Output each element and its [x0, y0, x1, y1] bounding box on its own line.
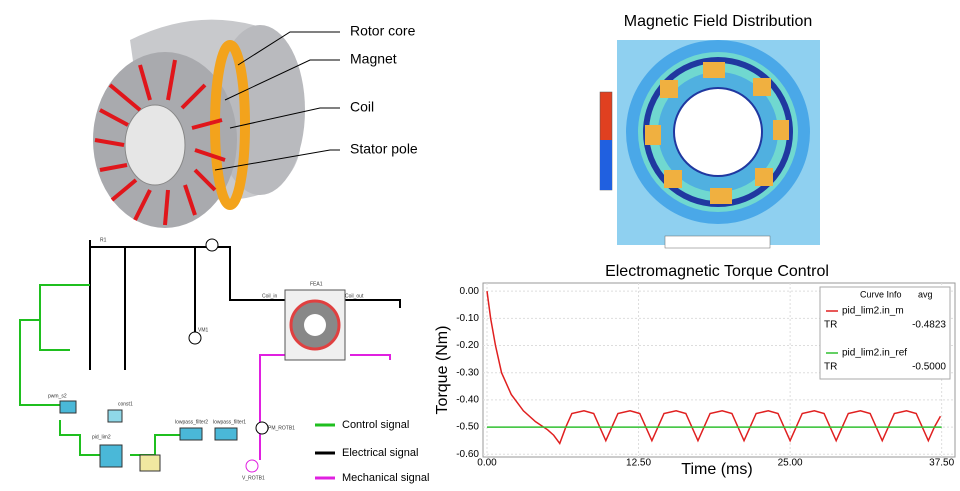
- y-tick-label: -0.20: [456, 340, 479, 351]
- y-tick-label: -0.10: [456, 313, 479, 324]
- legend-label: Mechanical signal: [342, 472, 429, 484]
- y-tick-label: -0.40: [456, 395, 479, 406]
- y-tick-label: 0.00: [460, 286, 480, 297]
- component-label: VM1: [198, 327, 209, 333]
- legend-header: Curve Info: [860, 289, 902, 299]
- callout-label: Rotor core: [350, 23, 416, 39]
- callout-label: Magnet: [350, 51, 397, 67]
- legend-source: TR: [824, 320, 837, 331]
- component-label: V_ROTB1: [242, 475, 265, 481]
- y-tick-label: -0.50: [456, 422, 479, 433]
- component-label: Coil_in: [262, 293, 278, 299]
- y-tick-label: -0.60: [456, 449, 479, 460]
- motor-illustration: [93, 19, 340, 228]
- legend-header: avg: [918, 289, 933, 299]
- legend-label: Control signal: [342, 419, 409, 431]
- x-tick-label: 25.00: [778, 458, 803, 469]
- component-label: PM_ROTB1: [268, 425, 295, 431]
- callout-label: Stator pole: [350, 141, 418, 157]
- field-title: Magnetic Field Distribution: [624, 13, 813, 30]
- component-label: lowpass_filter1: [213, 419, 246, 425]
- torque-chart: -0.60 -0.50 -0.40 -0.30 -0.20 -0.10 0.00 0.00 12…: [434, 263, 956, 478]
- y-axis-label: Torque (Nm): [434, 326, 451, 415]
- component-label: pid_lim2: [92, 434, 111, 440]
- field-image: [599, 40, 820, 249]
- legend-box: [819, 286, 951, 380]
- x-tick-label: 12.50: [626, 458, 651, 469]
- chart-title: Electromagnetic Torque Control: [605, 263, 829, 280]
- series-line: [486, 291, 942, 445]
- legend-avg: -0.4823: [912, 320, 946, 331]
- y-tick-label: -0.30: [456, 367, 479, 378]
- legend-name: pid_lim2.in_m: [842, 306, 904, 317]
- component-label: const1: [118, 401, 133, 407]
- component-label: R1: [100, 237, 107, 243]
- legend-source: TR: [824, 362, 837, 373]
- legend-name: pid_lim2.in_ref: [842, 348, 907, 359]
- component-label: Coil_out: [345, 293, 364, 299]
- legend-avg: -0.5000: [912, 362, 946, 373]
- coils: [94, 59, 226, 226]
- callout-label: Coil: [350, 99, 374, 115]
- schematic: [19, 238, 401, 480]
- bore: [124, 104, 186, 186]
- x-tick-label: 37.50: [929, 458, 954, 469]
- component-label: pwm_s2: [48, 393, 67, 399]
- component-label: lowpass_filter2: [175, 419, 208, 425]
- component-label: FEA1: [310, 281, 323, 287]
- legend-label: Electrical signal: [342, 447, 418, 459]
- callout-lines: [214, 31, 340, 171]
- x-axis-label: Time (ms): [681, 461, 752, 478]
- x-tick-label: 0.00: [477, 458, 497, 469]
